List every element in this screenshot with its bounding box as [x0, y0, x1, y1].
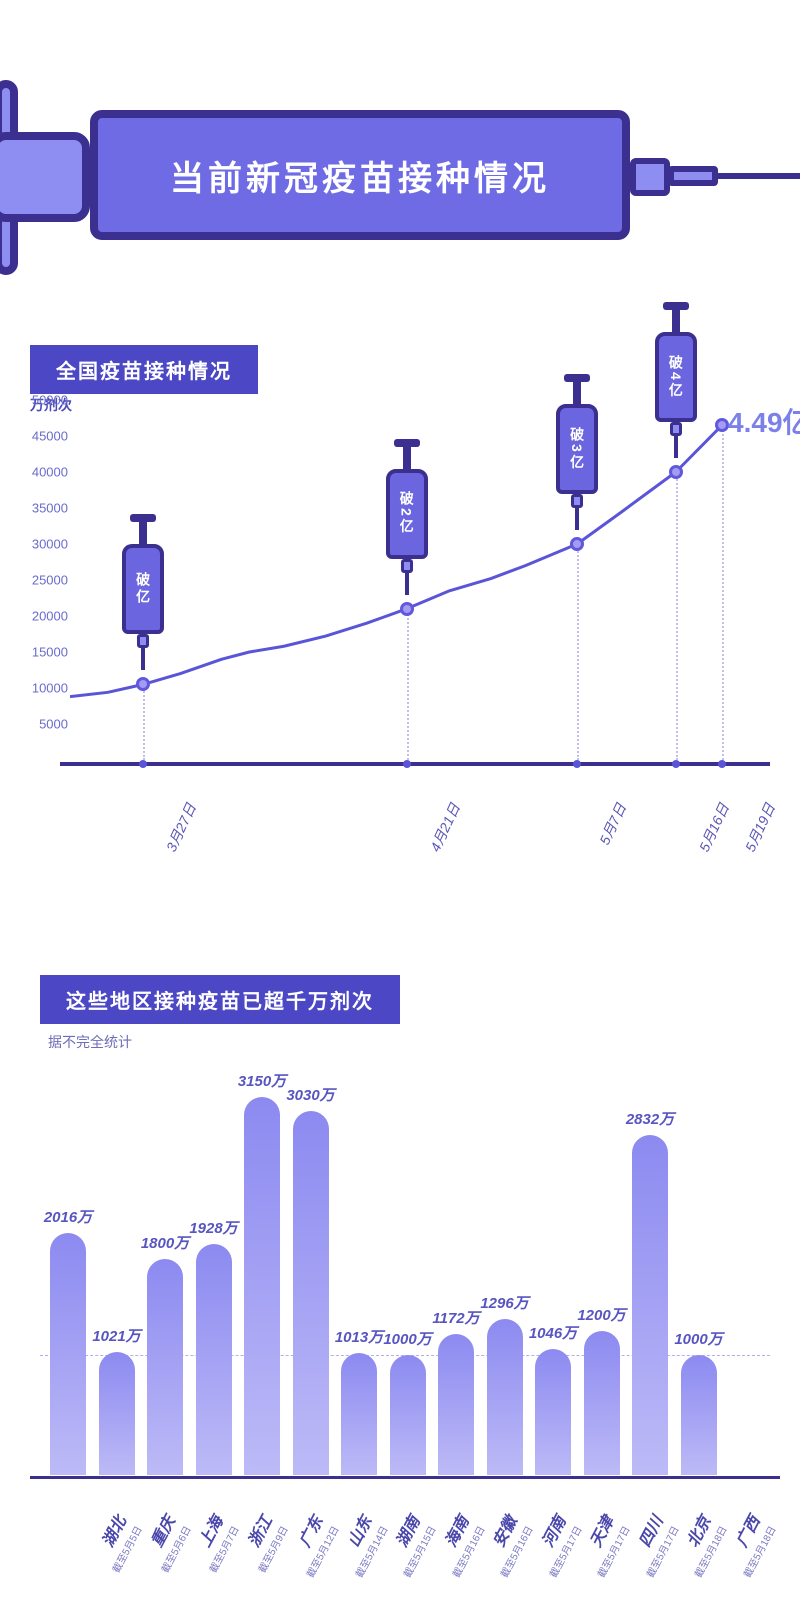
syringe-needle-icon — [714, 173, 800, 179]
syringe-barrel: 当前新冠疫苗接种情况 — [90, 110, 630, 240]
x-tick-dot — [672, 760, 680, 768]
bar-chart-subtitle: 据不完全统计 — [48, 1032, 770, 1052]
guide-line — [676, 472, 678, 760]
bar-value-label: 1800万 — [141, 1232, 189, 1253]
line-marker — [400, 602, 414, 616]
bar-x-label: 四川截至5月17日 — [619, 1511, 681, 1580]
bar — [293, 1111, 329, 1475]
line-plot-area: 5000100001500020000250003000035000400004… — [70, 400, 760, 760]
line-path — [70, 400, 760, 760]
line-marker — [570, 537, 584, 551]
x-tick-label: 4月21日 — [425, 800, 465, 855]
bar-value-label: 1000万 — [674, 1328, 722, 1349]
bar — [535, 1349, 571, 1475]
y-tick: 30000 — [28, 537, 68, 552]
milestone-syringe-icon: 破亿 — [122, 544, 164, 634]
milestone-syringe-icon: 破2亿 — [386, 469, 428, 559]
bar-x-label: 广东截至5月12日 — [280, 1511, 342, 1580]
bar-x-label: 广西截至5月18日 — [716, 1511, 778, 1580]
y-tick: 50000 — [28, 393, 68, 408]
bar — [147, 1259, 183, 1475]
bar — [196, 1244, 232, 1475]
bar-value-label: 1172万 — [432, 1307, 479, 1328]
x-tick-dot — [403, 760, 411, 768]
syringe-plunger — [0, 132, 90, 222]
bar — [341, 1353, 377, 1475]
bar-x-label: 湖北截至5月5日 — [86, 1511, 145, 1575]
milestone-syringe-icon: 破3亿 — [556, 404, 598, 494]
bar-value-label: 3150万 — [238, 1070, 286, 1091]
milestone-label: 破亿 — [133, 572, 153, 606]
milestone-label: 破4亿 — [666, 355, 686, 400]
line-chart-title: 全国疫苗接种情况 — [30, 345, 258, 394]
bar — [99, 1352, 135, 1475]
guide-line — [143, 684, 145, 760]
y-tick: 40000 — [28, 465, 68, 480]
bar-x-label: 上海截至5月7日 — [183, 1511, 242, 1575]
syringe-needle-base — [668, 166, 718, 186]
line-baseline — [60, 762, 770, 766]
bar-x-label: 山东截至5月14日 — [328, 1511, 390, 1580]
bar-x-label: 北京截至5月18日 — [668, 1511, 730, 1580]
bar-value-label: 1046万 — [529, 1322, 577, 1343]
bar-x-label: 重庆截至5月6日 — [134, 1511, 193, 1575]
line-marker — [715, 418, 729, 432]
final-value-label: 4.49亿 — [728, 401, 800, 441]
bar-value-label: 3030万 — [286, 1084, 334, 1105]
x-tick-label: 5月19日 — [740, 800, 780, 855]
y-tick: 5000 — [28, 717, 68, 732]
bar — [390, 1355, 426, 1475]
header-syringe: 当前新冠疫苗接种情况 — [0, 30, 800, 290]
bar-value-label: 1000万 — [383, 1328, 431, 1349]
bar — [487, 1319, 523, 1475]
bar — [681, 1355, 717, 1475]
bar-value-label: 1296万 — [480, 1292, 528, 1313]
bar-x-label: 天津截至5月17日 — [571, 1511, 633, 1580]
bar-value-label: 2832万 — [626, 1108, 674, 1129]
guide-line — [407, 609, 409, 760]
line-chart-section: 全国疫苗接种情况 万剂次 500010000150002000025000300… — [30, 345, 770, 815]
line-marker — [136, 677, 150, 691]
bar-x-label: 浙江截至5月9日 — [231, 1511, 290, 1575]
y-tick: 35000 — [28, 501, 68, 516]
x-tick-label: 3月27日 — [161, 800, 201, 855]
y-tick: 20000 — [28, 609, 68, 624]
x-tick-label: 5月16日 — [694, 800, 734, 855]
guide-line — [722, 425, 724, 760]
bar — [244, 1097, 280, 1475]
bar-x-label: 河南截至5月17日 — [522, 1511, 584, 1580]
bar-value-label: 2016万 — [44, 1206, 92, 1227]
bar-value-label: 1200万 — [577, 1304, 625, 1325]
page-title: 当前新冠疫苗接种情况 — [170, 151, 550, 200]
bar — [632, 1135, 668, 1475]
bar-plot-area: 2016万湖北截至5月5日1021万重庆截至5月6日1800万上海截至5月7日1… — [40, 1055, 770, 1475]
milestone-label: 破3亿 — [567, 427, 587, 472]
bar-value-label: 1928万 — [189, 1217, 237, 1238]
bar — [584, 1331, 620, 1475]
guide-line — [577, 544, 579, 760]
bar-chart-title: 这些地区接种疫苗已超千万剂次 — [40, 975, 400, 1024]
bar-x-label: 海南截至5月16日 — [425, 1511, 487, 1580]
milestone-label: 破2亿 — [397, 491, 417, 536]
syringe-tip — [630, 158, 670, 196]
bar-x-label: 安徽截至5月16日 — [474, 1511, 536, 1580]
bar-x-label: 湖南截至5月15日 — [377, 1511, 439, 1580]
bar — [438, 1334, 474, 1475]
y-tick: 45000 — [28, 429, 68, 444]
y-tick: 15000 — [28, 645, 68, 660]
x-tick-dot — [718, 760, 726, 768]
x-tick-label: 5月7日 — [595, 800, 632, 848]
milestone-syringe-icon: 破4亿 — [655, 332, 697, 422]
bar-chart-section: 这些地区接种疫苗已超千万剂次 据不完全统计 2016万湖北截至5月5日1021万… — [40, 975, 770, 1565]
bar-baseline — [30, 1476, 780, 1479]
y-tick: 25000 — [28, 573, 68, 588]
x-tick-dot — [139, 760, 147, 768]
x-tick-dot — [573, 760, 581, 768]
bar-value-label: 1013万 — [335, 1326, 383, 1347]
bar-value-label: 1021万 — [92, 1325, 140, 1346]
bar — [50, 1233, 86, 1475]
line-marker — [669, 465, 683, 479]
y-tick: 10000 — [28, 681, 68, 696]
